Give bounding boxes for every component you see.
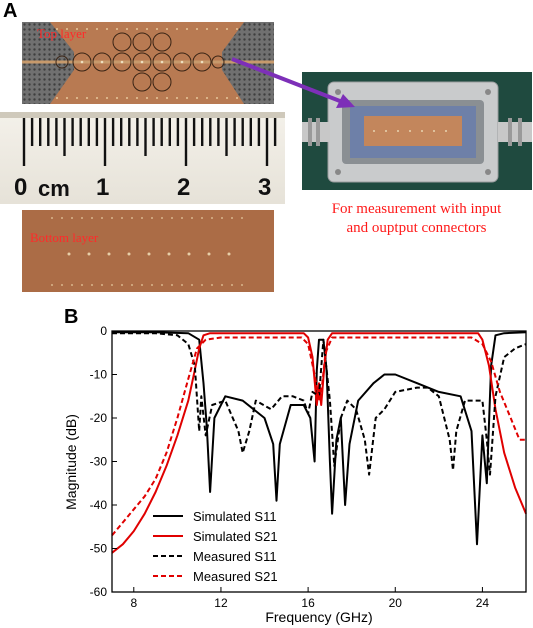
chart-legend: Simulated S11 Simulated S21 Measured S11… xyxy=(153,509,278,584)
connector-caption: For measurement with input and ouptput c… xyxy=(300,200,533,238)
y-tick-label: -40 xyxy=(90,498,108,512)
pointer-arrow xyxy=(231,57,355,108)
ruler-label-cm: cm xyxy=(38,176,70,201)
legend-label-simulated-s21: Simulated S21 xyxy=(193,529,278,544)
y-tick-label: -50 xyxy=(90,542,108,556)
plot-frame xyxy=(111,330,527,593)
ruler-label-3: 3 xyxy=(258,174,272,201)
top-layer-circuit xyxy=(22,22,274,104)
x-tick-label: 24 xyxy=(476,596,490,610)
s-parameter-chart: 8 12 16 20 24 0 -10 -20 -30 -40 -50 -60 Frequency (… xyxy=(63,324,527,625)
ruler-photo: 0 cm 1 2 3 xyxy=(0,112,285,204)
connector-caption-line1: For measurement with input xyxy=(331,201,502,217)
x-tick-label: 8 xyxy=(130,596,137,610)
y-axis-label: Magnitude (dB) xyxy=(63,414,79,510)
ruler-label-0: 0 xyxy=(14,174,28,201)
x-tick-label: 16 xyxy=(301,596,315,610)
y-tick-label: -20 xyxy=(90,411,108,425)
y-tick-label: -30 xyxy=(90,455,108,469)
legend-label-measured-s21: Measured S21 xyxy=(193,569,278,584)
pointer-arrow-line xyxy=(231,57,346,105)
series-line-simulated-s11 xyxy=(112,331,527,546)
panel-a-letter: A xyxy=(3,0,18,22)
pointer-arrow-head xyxy=(336,94,355,108)
y-tick-label: 0 xyxy=(100,324,107,338)
ruler-label-1: 1 xyxy=(96,174,110,201)
top-layer-photo: Top layer xyxy=(22,22,274,104)
ruler-label-2: 2 xyxy=(177,174,191,201)
bottom-layer-board xyxy=(22,210,274,292)
legend-label-measured-s11: Measured S11 xyxy=(193,549,277,564)
bottom-layer-label: Bottom layer xyxy=(30,230,99,245)
x-axis-label: Frequency (GHz) xyxy=(265,609,372,625)
y-tick-label: -60 xyxy=(90,585,108,599)
top-layer-label: Top layer xyxy=(37,26,87,41)
legend-label-simulated-s11: Simulated S11 xyxy=(193,509,277,524)
connector-housing xyxy=(302,72,532,190)
x-tick-label: 12 xyxy=(214,596,228,610)
panel-b-letter: B xyxy=(64,306,79,328)
bottom-layer-photo: Bottom layer xyxy=(22,210,274,292)
x-tick-label: 20 xyxy=(389,596,403,610)
connector-caption-line2: and ouptput connectors xyxy=(346,220,487,236)
series-line-measured-s21 xyxy=(111,336,526,537)
connector-photo xyxy=(302,72,532,190)
y-tick-label: -10 xyxy=(90,368,108,382)
ruler-ticks xyxy=(0,112,285,166)
series-line-measured-s11 xyxy=(112,332,527,476)
series-line-simulated-s21 xyxy=(111,332,527,554)
